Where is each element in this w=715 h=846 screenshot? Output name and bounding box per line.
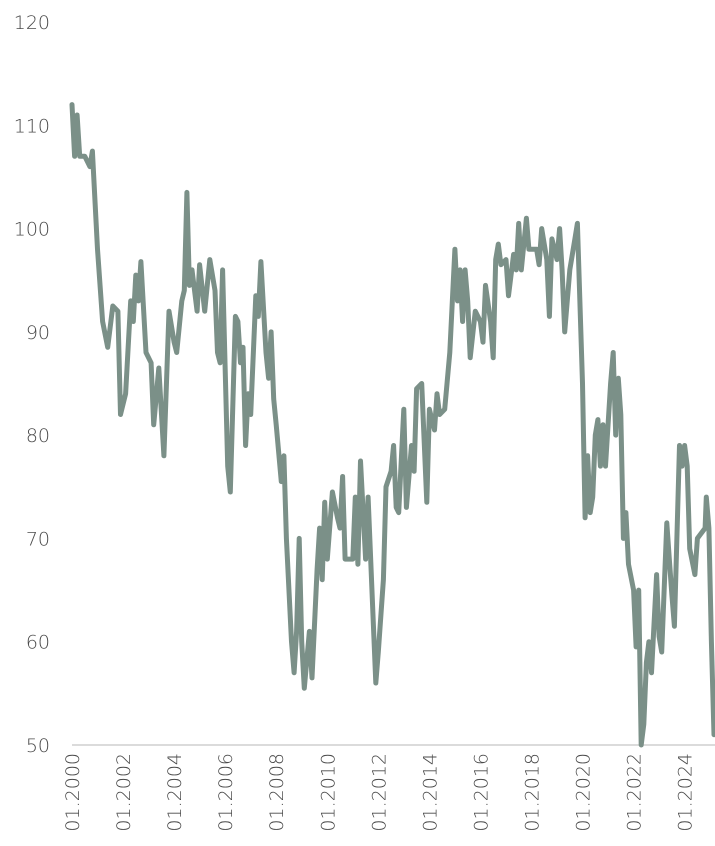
x-tick-label: 01.2008 xyxy=(266,753,288,832)
y-tick-label: 80 xyxy=(26,425,50,447)
x-tick-label: 01.2004 xyxy=(164,753,186,832)
x-tick-label: 01.2014 xyxy=(419,753,441,832)
x-tick-label: 01.2012 xyxy=(368,753,390,832)
x-tick-label: 01.2010 xyxy=(317,753,339,832)
x-tick-label: 01.2000 xyxy=(62,753,84,832)
x-tick-label: 01.2024 xyxy=(675,753,697,832)
y-tick-label: 110 xyxy=(14,115,50,137)
x-tick-label: 01.2006 xyxy=(215,753,237,832)
y-tick-label: 50 xyxy=(26,735,50,757)
y-tick-label: 60 xyxy=(26,632,50,654)
y-tick-label: 100 xyxy=(14,219,50,241)
y-tick-label: 120 xyxy=(14,12,50,34)
x-tick-label: 01.2018 xyxy=(521,753,543,832)
data-line xyxy=(69,102,715,748)
x-tick-label: 01.2020 xyxy=(573,753,595,832)
x-tick-label: 01.2016 xyxy=(470,753,492,832)
x-tick-label: 01.2002 xyxy=(113,753,135,832)
x-tick-label: 01.2022 xyxy=(624,753,646,832)
y-tick-label: 90 xyxy=(26,322,50,344)
y-tick-label: 70 xyxy=(26,528,50,550)
